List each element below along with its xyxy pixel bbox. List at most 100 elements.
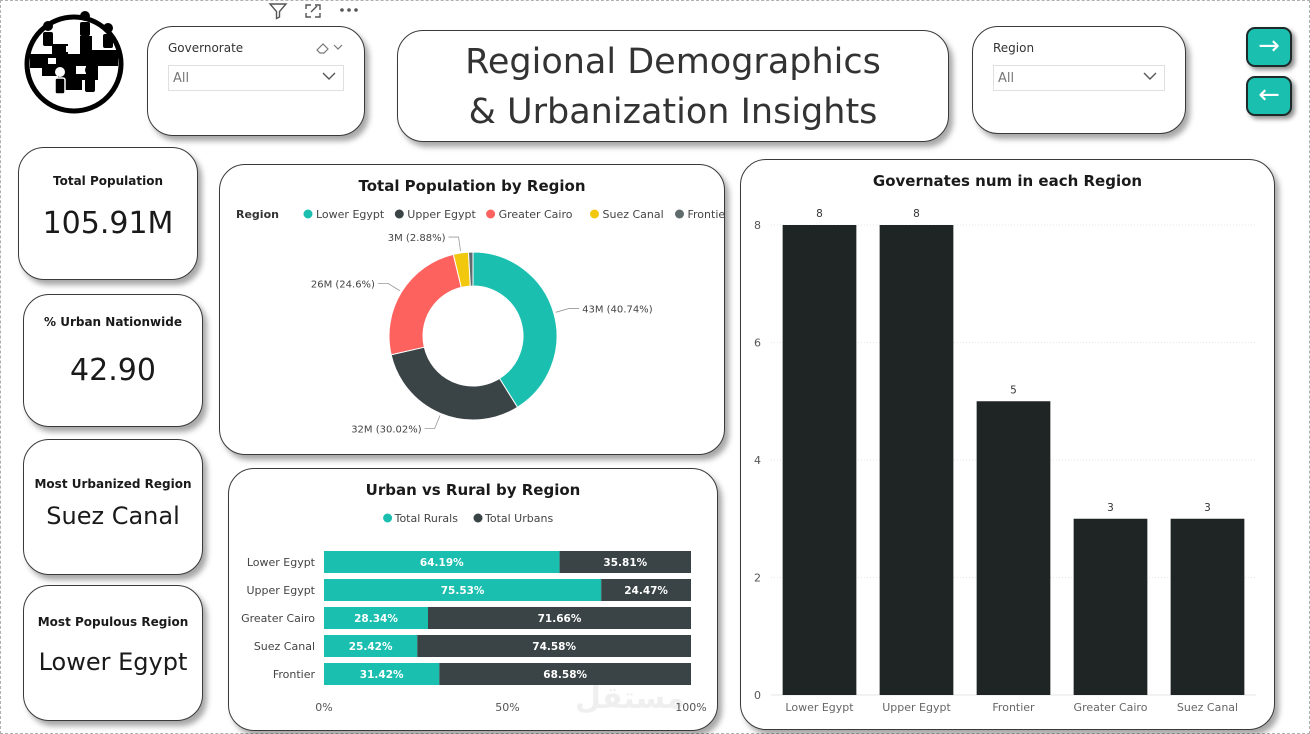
category-label: Lower Egypt: [247, 556, 316, 569]
population-donut-chart: Region Lower Egypt Upper Egypt Greater Cair…: [236, 208, 727, 435]
urban-nationwide-card: % Urban Nationwide 42.90: [23, 294, 203, 427]
column-bar: [1170, 518, 1245, 695]
governorate-slicer[interactable]: Governorate All: [147, 26, 365, 136]
legend-marker: [473, 513, 483, 523]
data-label: 75.53%: [441, 585, 485, 597]
data-label: 68.58%: [543, 669, 587, 681]
category-label: Upper Egypt: [246, 584, 315, 597]
data-label: 5: [1010, 384, 1017, 396]
region-dropdown[interactable]: All: [993, 65, 1165, 91]
column-bar: [976, 401, 1051, 695]
chevron-down-icon: [1142, 69, 1158, 87]
stacked-bar-segment: [324, 607, 429, 629]
page-title: Regional Demographics & Urbanization Ins…: [398, 37, 948, 137]
most-populous-card: Most Populous Region Lower Egypt: [23, 585, 203, 721]
urban-rural-chart: Total Rurals Total Urbans Lower Egypt 64.19…: [241, 512, 707, 714]
arrow-left-icon: ←: [1258, 80, 1280, 110]
legend-label: Upper Egypt: [407, 208, 476, 221]
leader-line: [377, 282, 401, 292]
total-population-card: Total Population 105.91M: [18, 147, 198, 280]
stacked-bar-segment: [324, 663, 440, 685]
legend-marker: [486, 209, 496, 219]
governorate-dropdown-value: All: [173, 71, 190, 86]
donut-slice: [467, 251, 474, 287]
governorate-dropdown[interactable]: All: [168, 65, 344, 91]
page-title-line1: Regional Demographics: [465, 42, 881, 82]
data-label: 3M (2.88%): [388, 233, 446, 244]
eraser-icon[interactable]: [314, 41, 344, 55]
column-bar: [879, 225, 954, 695]
back-page-button[interactable]: ←: [1246, 76, 1292, 116]
kpi-title: Most Populous Region: [37, 615, 189, 629]
kpi-value: Lower Egypt: [38, 648, 188, 676]
donut-slice: [390, 346, 519, 421]
data-label: 8: [816, 208, 823, 220]
kpi-value: 105.91M: [42, 206, 174, 241]
legend-title: Region: [236, 208, 279, 221]
governates-bar-card: Governates num in each Region 0 2 4 6 8 8 Lowe…: [740, 159, 1275, 730]
people-network-icon: [24, 11, 124, 114]
legend-label: Total Urbans: [484, 512, 553, 525]
kpi-value: Suez Canal: [46, 502, 180, 530]
column-bar: [782, 225, 857, 695]
arrow-right-icon: →: [1258, 31, 1280, 61]
focus-mode-icon[interactable]: [303, 2, 323, 24]
watermark: مستقل: [575, 681, 685, 716]
leader-line: [424, 415, 441, 429]
stacked-bar-segment: [439, 663, 691, 685]
governates-bar-chart: 0 2 4 6 8 8 Lower Egypt 8 Upper Egypt 5 Frontier 3 G…: [754, 208, 1256, 714]
legend-label: Greater Cairo: [499, 208, 573, 221]
category-label: Frontier: [273, 668, 316, 681]
region-slicer-label: Region: [993, 41, 1035, 55]
legend-marker: [394, 209, 404, 219]
data-label: 43M (40.74%): [582, 304, 653, 315]
y-tick-label: 2: [754, 572, 761, 585]
stacked-bar-segment: [324, 635, 418, 657]
category-label: Suez Canal: [254, 640, 315, 653]
stacked-bar-segment: [324, 579, 602, 601]
data-label: 3: [1204, 502, 1211, 514]
data-label: 28.34%: [354, 613, 398, 625]
data-label: 74.58%: [532, 641, 576, 653]
y-tick-label: 8: [754, 219, 761, 232]
stacked-bar-segment: [417, 635, 691, 657]
region-slicer[interactable]: Region All: [972, 26, 1186, 134]
legend-label: Lower Egypt: [316, 208, 385, 221]
y-tick-label: 0: [754, 689, 761, 702]
x-tick-label: 50%: [495, 701, 519, 714]
legend-marker: [303, 209, 313, 219]
title-card: Regional Demographics & Urbanization Ins…: [397, 30, 949, 142]
x-tick-label: 0%: [315, 701, 332, 714]
chart-title: Urban vs Rural by Region: [365, 481, 581, 499]
leader-line: [555, 308, 580, 313]
legend-label: Frontier: [688, 208, 727, 221]
data-label: 35.81%: [603, 557, 647, 569]
category-label: Suez Canal: [1177, 701, 1238, 714]
legend-marker: [383, 513, 393, 523]
data-label: 25.42%: [349, 641, 393, 653]
page-title-line2: & Urbanization Insights: [468, 92, 878, 132]
category-label: Frontier: [992, 701, 1035, 714]
data-label: 26M (24.6%): [311, 279, 375, 290]
legend-label: Total Rurals: [394, 512, 459, 525]
governorate-slicer-label: Governorate: [168, 41, 244, 55]
data-label: 24.47%: [624, 585, 668, 597]
region-dropdown-value: All: [998, 71, 1015, 86]
population-donut-card: Total Population by Region Region Lower E…: [219, 164, 727, 455]
kpi-title: Most Urbanized Region: [34, 477, 192, 491]
data-label: 32M (30.02%): [351, 424, 422, 435]
stacked-bar-segment: [428, 607, 691, 629]
leader-line: [448, 236, 461, 251]
stacked-bar-segment: [559, 551, 691, 573]
kpi-title: Total Population: [53, 174, 163, 188]
donut-slice: [472, 251, 558, 408]
more-options-icon[interactable]: [338, 0, 360, 23]
category-label: Greater Cairo: [1074, 701, 1148, 714]
kpi-value: 42.90: [70, 353, 156, 388]
filter-icon[interactable]: [268, 2, 288, 25]
chart-title: Total Population by Region: [358, 177, 586, 195]
data-label: 64.19%: [420, 557, 464, 569]
next-page-button[interactable]: →: [1246, 27, 1292, 67]
chart-title: Governates num in each Region: [872, 172, 1143, 190]
y-tick-label: 4: [754, 454, 761, 467]
